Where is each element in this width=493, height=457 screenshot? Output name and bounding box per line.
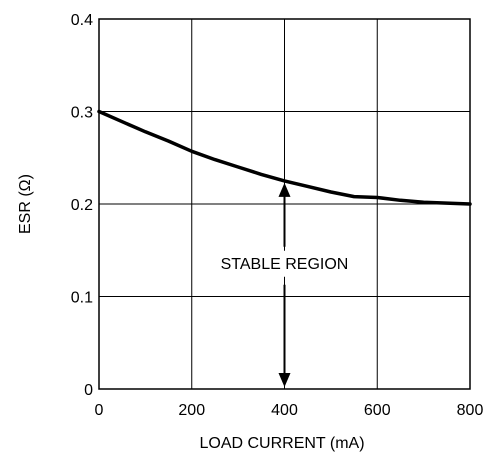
stable-region-label: STABLE REGION xyxy=(221,256,349,273)
x-tick-labels: 0 200 400 600 800 xyxy=(95,402,484,419)
x-tick-label: 400 xyxy=(271,402,298,419)
y-tick-labels: 0 0.1 0.2 0.3 0.4 xyxy=(71,12,93,399)
x-tick-label: 200 xyxy=(178,402,205,419)
arrow-head-down xyxy=(278,373,291,387)
x-tick-label: 0 xyxy=(95,402,104,419)
x-axis-title: LOAD CURRENT (mA) xyxy=(199,435,364,452)
y-tick-label: 0.1 xyxy=(71,290,93,307)
y-axis-title: ESR (Ω) xyxy=(17,174,34,234)
arrow-head-up xyxy=(278,182,291,197)
y-tick-label: 0.4 xyxy=(71,12,93,29)
esr-curve xyxy=(97,109,472,206)
annotation-bg xyxy=(206,250,363,277)
x-tick-label: 800 xyxy=(457,402,484,419)
y-tick-label: 0 xyxy=(84,382,93,399)
y-tick-label: 0.2 xyxy=(71,197,93,214)
data-layer xyxy=(97,109,472,206)
y-tick-label: 0.3 xyxy=(71,105,93,122)
annotation-layer: STABLE REGION xyxy=(206,182,363,387)
x-tick-label: 600 xyxy=(364,402,391,419)
